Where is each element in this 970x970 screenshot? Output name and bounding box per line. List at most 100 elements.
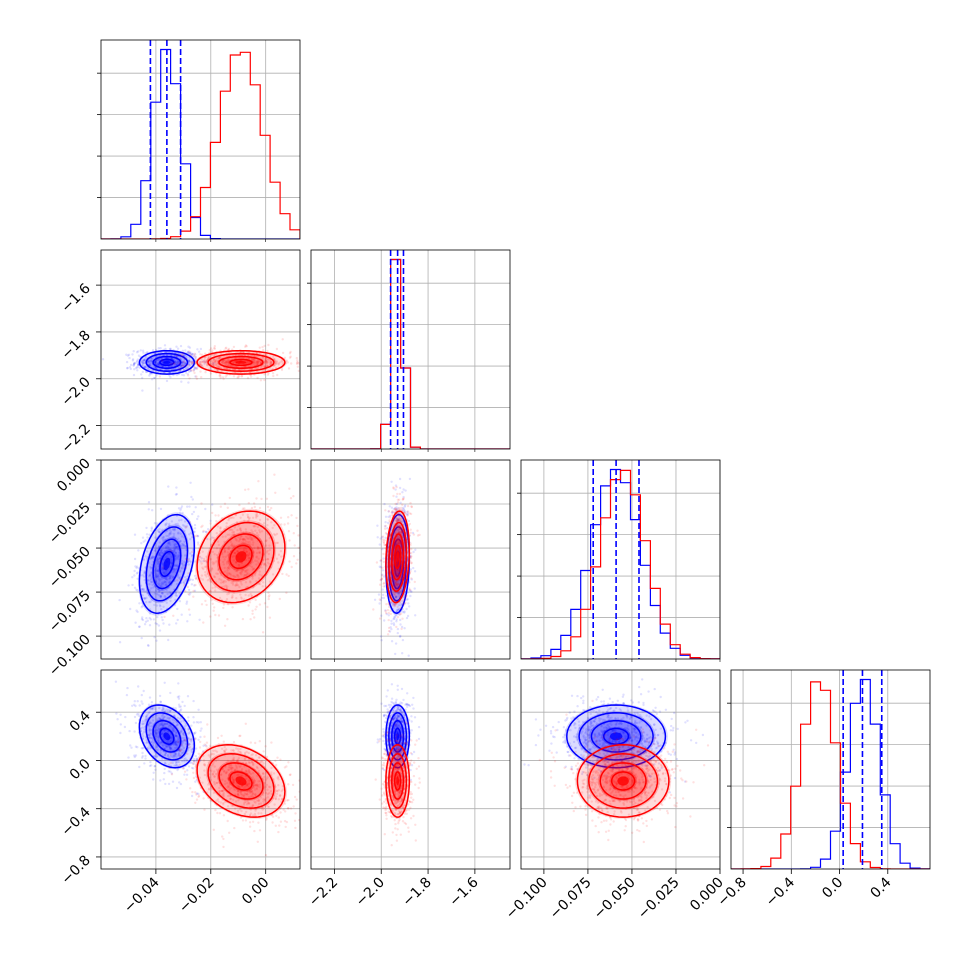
scatter-point bbox=[390, 506, 394, 509]
scatter-point bbox=[179, 539, 182, 543]
scatter-point bbox=[193, 584, 196, 587]
scatter-point bbox=[237, 524, 240, 527]
scatter-point bbox=[175, 360, 178, 363]
scatter-point bbox=[223, 551, 226, 554]
scatter-point bbox=[203, 360, 206, 363]
scatter-point bbox=[188, 346, 192, 349]
scatter-point bbox=[172, 548, 176, 552]
scatter-point bbox=[247, 594, 250, 597]
scatter-point bbox=[233, 568, 236, 571]
scatter-point bbox=[146, 579, 150, 582]
scatter-point bbox=[240, 562, 243, 565]
scatter-point bbox=[265, 551, 268, 554]
scatter-point bbox=[141, 618, 145, 622]
scatter-point bbox=[251, 530, 254, 534]
scatter-point bbox=[145, 600, 148, 604]
scatter-point bbox=[179, 508, 182, 512]
scatter-point bbox=[234, 561, 238, 564]
scatter-point bbox=[286, 522, 290, 525]
scatter-point bbox=[233, 526, 236, 529]
scatter-point bbox=[169, 566, 172, 569]
scatter-point bbox=[173, 547, 177, 551]
scatter-point bbox=[154, 567, 157, 570]
scatter-point bbox=[178, 705, 181, 708]
scatter-point bbox=[246, 568, 249, 571]
scatter-point bbox=[182, 352, 185, 355]
scatter-point bbox=[184, 579, 187, 582]
scatter-point bbox=[134, 721, 138, 725]
contour-red bbox=[196, 510, 286, 604]
scatter-point bbox=[394, 603, 397, 607]
scatter-point bbox=[176, 548, 180, 551]
scatter-point bbox=[199, 353, 202, 356]
scatter-point bbox=[166, 544, 169, 547]
scatter-point bbox=[136, 365, 139, 368]
scatter-point bbox=[264, 360, 268, 363]
scatter-point bbox=[399, 542, 402, 545]
scatter-point bbox=[236, 574, 239, 577]
scatter-point bbox=[157, 363, 160, 366]
scatter-point bbox=[399, 520, 402, 523]
scatter-point bbox=[412, 566, 415, 570]
scatter-point bbox=[183, 529, 186, 532]
panel-3-0 bbox=[100, 669, 301, 870]
scatter-point bbox=[151, 556, 154, 559]
scatter-point bbox=[193, 530, 196, 533]
scatter-point bbox=[144, 539, 147, 542]
scatter-point bbox=[389, 556, 392, 560]
scatter-point bbox=[200, 574, 204, 577]
scatter-point bbox=[266, 359, 269, 362]
scatter-point bbox=[156, 560, 159, 563]
scatter-point bbox=[230, 581, 233, 585]
scatter-point bbox=[204, 352, 207, 355]
scatter-point bbox=[168, 591, 171, 594]
scatter-point bbox=[194, 353, 197, 356]
scatter-point bbox=[168, 577, 171, 581]
scatter-point bbox=[212, 353, 216, 357]
scatter-point bbox=[393, 617, 396, 620]
scatter-point bbox=[151, 563, 154, 566]
scatter-point bbox=[136, 610, 139, 614]
scatter-point bbox=[158, 553, 161, 556]
scatter-point bbox=[168, 532, 171, 536]
scatter-point bbox=[402, 603, 405, 606]
scatter-point bbox=[179, 356, 182, 360]
scatter-point bbox=[128, 366, 132, 369]
scatter-point bbox=[148, 696, 152, 699]
scatter-point bbox=[211, 503, 214, 506]
scatter-point bbox=[176, 347, 180, 350]
scatter-point bbox=[179, 576, 182, 579]
scatter-point bbox=[275, 362, 278, 365]
scatter-point bbox=[395, 517, 399, 521]
scatter-point bbox=[237, 376, 240, 379]
scatter-point bbox=[384, 609, 387, 612]
scatter-point bbox=[275, 541, 278, 545]
scatter-point bbox=[159, 700, 162, 703]
scatter-point bbox=[395, 581, 398, 584]
scatter-point bbox=[193, 368, 196, 371]
scatter-point bbox=[381, 593, 385, 597]
scatter-point bbox=[372, 608, 375, 611]
density-peak-red bbox=[235, 360, 247, 364]
scatter-point bbox=[140, 700, 143, 703]
scatter-point bbox=[394, 615, 397, 618]
scatter-point bbox=[392, 563, 395, 566]
scatter-point bbox=[227, 517, 231, 520]
scatter-point bbox=[243, 546, 246, 550]
scatter-point bbox=[386, 577, 390, 581]
contour-blue bbox=[152, 355, 182, 369]
scatter-point bbox=[237, 575, 240, 578]
scatter-point bbox=[172, 550, 176, 553]
scatter-point bbox=[175, 564, 179, 568]
scatter-point bbox=[193, 589, 197, 592]
scatter-point bbox=[173, 549, 176, 552]
scatter-point bbox=[390, 480, 393, 483]
scatter-point bbox=[232, 581, 235, 584]
scatter-point bbox=[159, 507, 163, 511]
scatter-point bbox=[175, 492, 178, 496]
scatter-point bbox=[397, 581, 401, 585]
scatter-point bbox=[157, 362, 160, 365]
scatter-point bbox=[198, 361, 202, 364]
scatter-point bbox=[229, 574, 233, 577]
scatter-point bbox=[252, 551, 255, 555]
